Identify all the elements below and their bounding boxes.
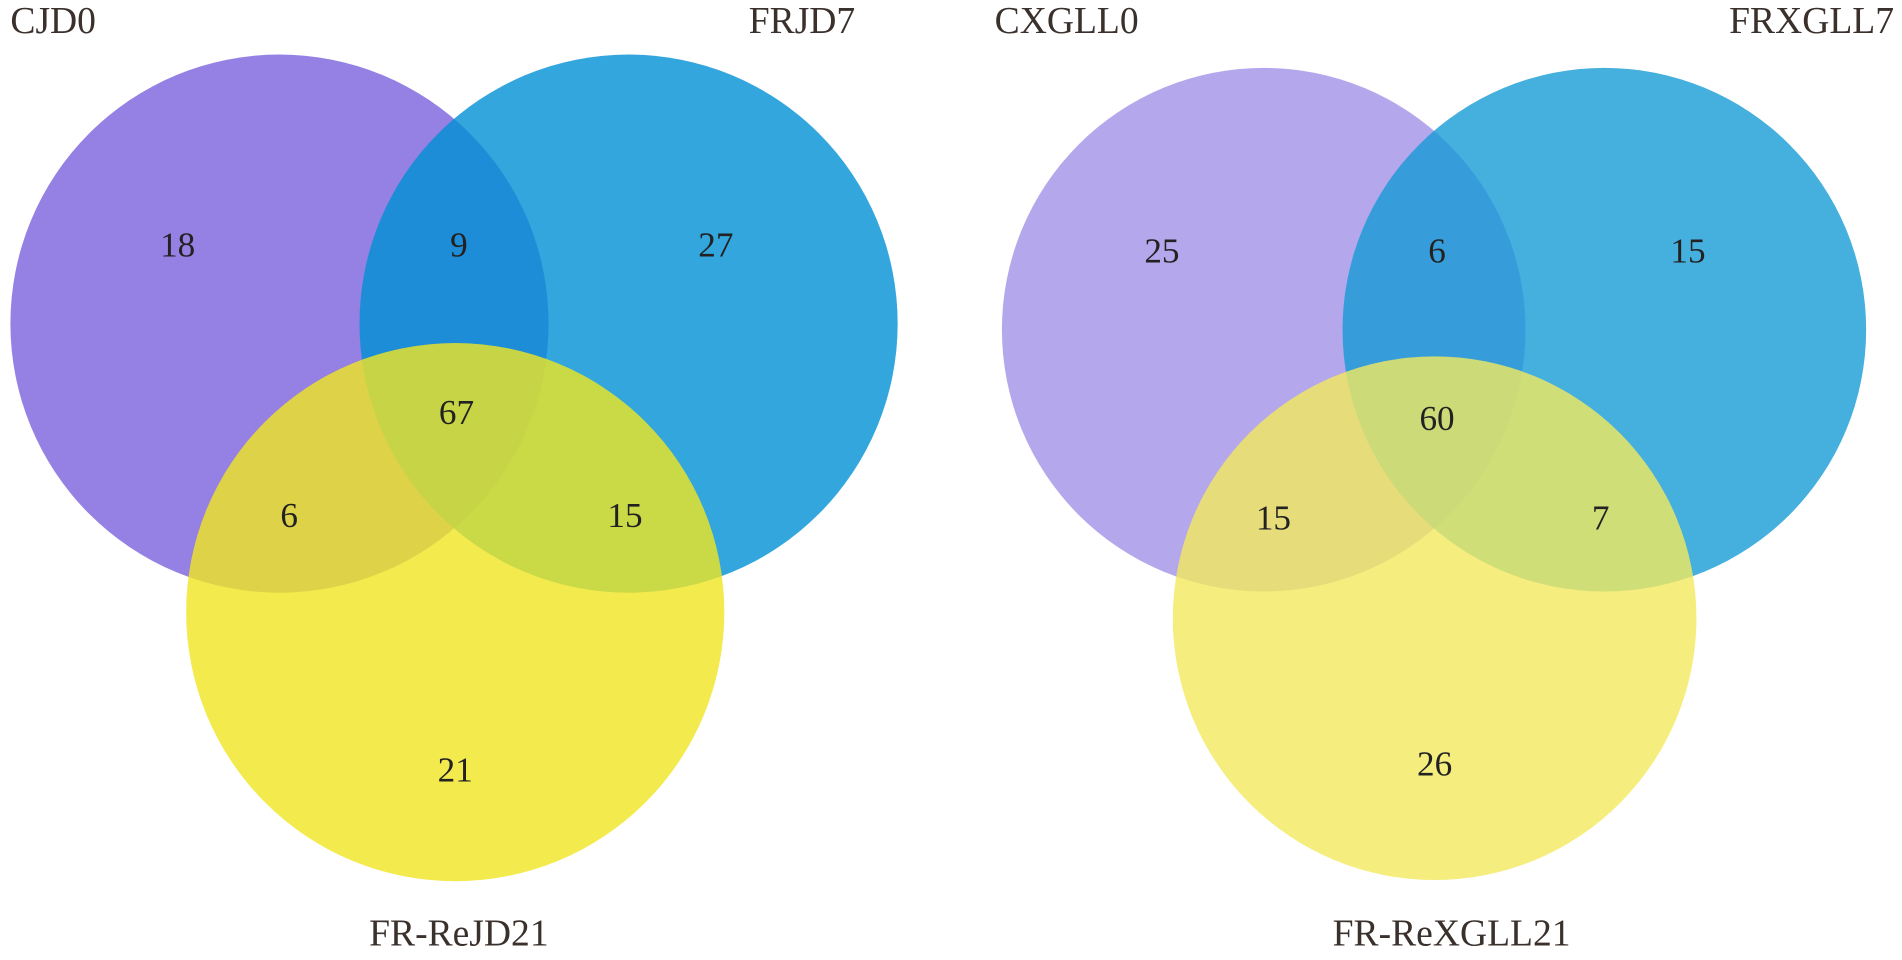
- region-count: 18: [160, 226, 195, 265]
- set-label: CJD0: [10, 1, 96, 42]
- region-count: 60: [1419, 399, 1454, 438]
- region-count: 27: [698, 226, 733, 265]
- region-count: 15: [1256, 498, 1291, 537]
- set-label: CXGLL0: [995, 1, 1139, 42]
- region-count: 21: [438, 750, 473, 789]
- region-count: 67: [439, 393, 474, 432]
- region-count: 9: [450, 226, 468, 265]
- set-label: FRXGLL7: [1729, 1, 1894, 42]
- region-count: 15: [1670, 232, 1705, 271]
- region-count: 25: [1144, 232, 1179, 271]
- set-label: FR-ReJD21: [369, 914, 549, 955]
- region-count: 6: [280, 496, 298, 535]
- region-count: 7: [1592, 498, 1610, 537]
- set-circle: [186, 343, 725, 882]
- set-label: FR-ReXGLL21: [1333, 914, 1571, 955]
- set-circle: [1172, 356, 1697, 880]
- set-label: FRJD7: [749, 1, 855, 42]
- region-count: 26: [1417, 744, 1452, 783]
- region-count: 6: [1428, 232, 1446, 271]
- region-count: 15: [607, 496, 642, 535]
